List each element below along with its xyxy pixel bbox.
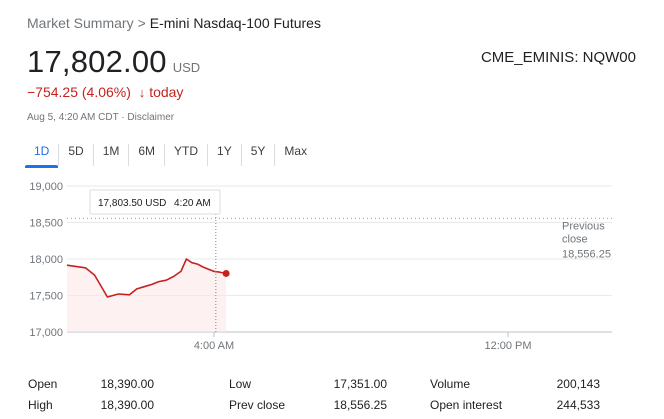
previous-close-value: 18,556.25 [562,248,611,260]
price-area-fill [67,259,227,332]
timestamp-text: Aug 5, 4:20 AM CDT [27,112,119,123]
previous-close-label: close [562,233,588,245]
stat-open: Open 18,390.00 [28,377,154,391]
tab-1d[interactable]: 1D [25,144,59,168]
tab-5d[interactable]: 5D [58,144,92,166]
stats-row: High 18,390.00 Prev close 18,556.25 Open… [28,394,640,415]
stat-low: Low 17,351.00 [229,377,387,391]
stat-value: 18,390.00 [100,397,154,412]
breadcrumb: Market Summary > E-mini Nasdaq-100 Futures [27,15,321,31]
key-stats: Open 18,390.00 Low 17,351.00 Volume 200,… [28,373,640,415]
tooltip-value: 17,803.50 USD [98,198,166,209]
tab-max[interactable]: Max [274,144,316,166]
stat-value: 18,556.25 [333,397,387,412]
x-tick-label: 12:00 PM [484,340,531,352]
tab-1m[interactable]: 1M [92,144,129,166]
tooltip-time: 4:20 AM [174,198,211,209]
stat-volume: Volume 200,143 [430,377,600,391]
y-tick-label: 17,500 [29,291,63,303]
stat-label: Volume [430,376,471,391]
stat-label: Prev close [229,397,286,412]
stat-value: 17,351.00 [333,376,387,391]
y-tick-label: 18,000 [29,254,63,266]
y-tick-label: 19,000 [29,181,63,193]
range-tabs: 1D 5D 1M 6M YTD 1Y 5Y Max [25,144,316,168]
tab-ytd[interactable]: YTD [164,144,207,166]
breadcrumb-separator: > [137,15,146,31]
down-arrow-icon: ↓ [138,85,146,100]
change-period: today [149,84,184,100]
previous-close-label: Previous [562,220,605,232]
stats-row: Open 18,390.00 Low 17,351.00 Volume 200,… [28,373,640,394]
stat-high: High 18,390.00 [28,398,154,412]
current-price: 17,802.00 [27,44,167,79]
stat-label: Open interest [430,397,503,412]
last-price-dot [222,269,230,277]
tooltip-box [89,189,221,215]
currency-label: USD [172,60,201,75]
price-change: −754.25 (4.06%) ↓ today [27,84,183,100]
y-tick-label: 17,000 [29,327,63,339]
quote-timestamp: Aug 5, 4:20 AM CDT · Disclaimer [27,112,175,123]
stat-label: Low [229,376,252,391]
disclaimer-link[interactable]: Disclaimer [127,112,175,123]
x-tick-label: 4:00 AM [194,340,234,352]
breadcrumb-current: E-mini Nasdaq-100 Futures [149,15,321,31]
breadcrumb-market-summary[interactable]: Market Summary [27,15,134,31]
exchange-ticker: CME_EMINIS: NQW00 [480,49,636,66]
y-tick-label: 18,500 [29,218,63,230]
price-row: 17,802.00 USD [27,44,200,80]
tab-5y[interactable]: 5Y [240,144,275,166]
price-line [66,258,227,298]
stat-open-interest: Open interest 244,533 [430,398,600,412]
price-chart[interactable]: 19,000 18,500 18,000 17,500 17,000 4:00 AM 12:… [0,174,664,359]
stat-label: Open [28,376,58,391]
stat-value: 244,533 [556,397,600,412]
stat-value: 18,390.00 [100,376,154,391]
stat-prev-close: Prev close 18,556.25 [229,398,387,412]
stat-value: 200,143 [556,376,600,391]
stat-label: High [28,397,53,412]
tab-6m[interactable]: 6M [128,144,164,166]
change-amount: −754.25 (4.06%) [27,84,131,100]
tab-1y[interactable]: 1Y [207,144,241,166]
